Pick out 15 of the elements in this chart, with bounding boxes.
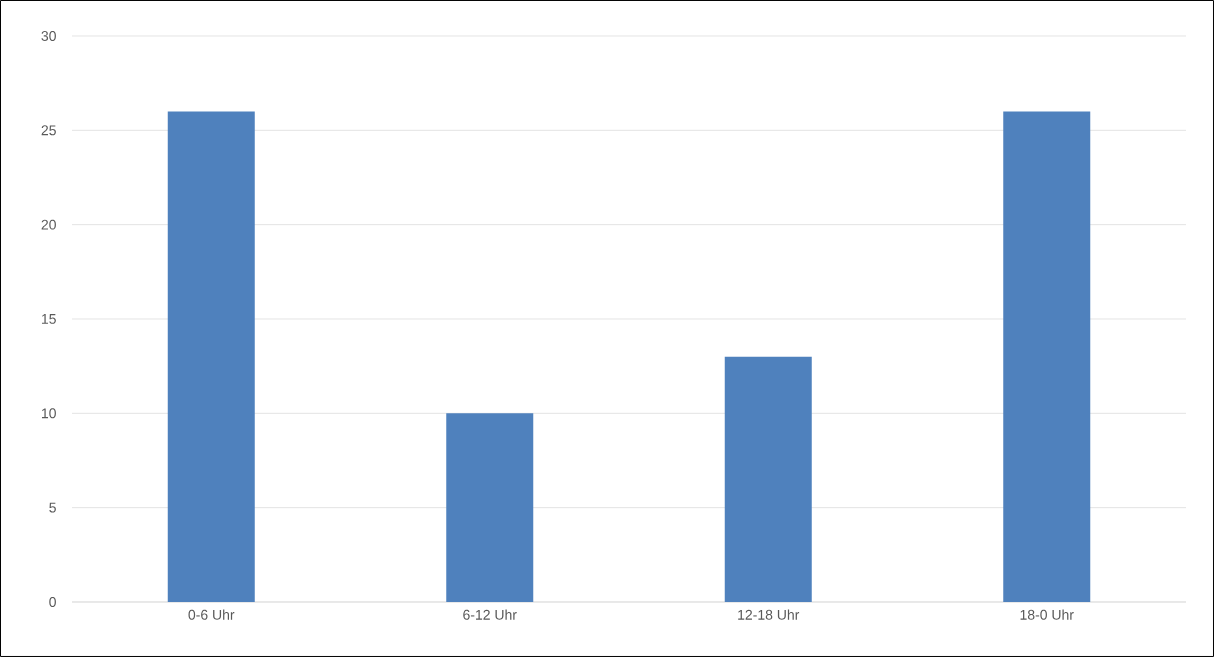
y-tick-label: 0	[49, 597, 56, 607]
x-tick-label: 6-12 Uhr	[463, 609, 517, 620]
bar	[724, 356, 812, 602]
y-tick-label: 15	[41, 314, 56, 324]
y-tick-label: 20	[41, 219, 56, 230]
bar	[1003, 111, 1091, 602]
bar	[167, 111, 255, 602]
bar	[446, 413, 534, 602]
y-tick-label: 5	[49, 502, 56, 513]
y-tick-label: 10	[41, 408, 56, 419]
x-tick-label: 12-18 Uhr	[738, 609, 800, 620]
x-tick-label: 18-0 Uhr	[1020, 609, 1074, 620]
y-tick-label: 25	[41, 125, 56, 136]
x-tick-label: 0-6 Uhr	[188, 609, 235, 620]
y-tick-label: 30	[41, 31, 56, 41]
